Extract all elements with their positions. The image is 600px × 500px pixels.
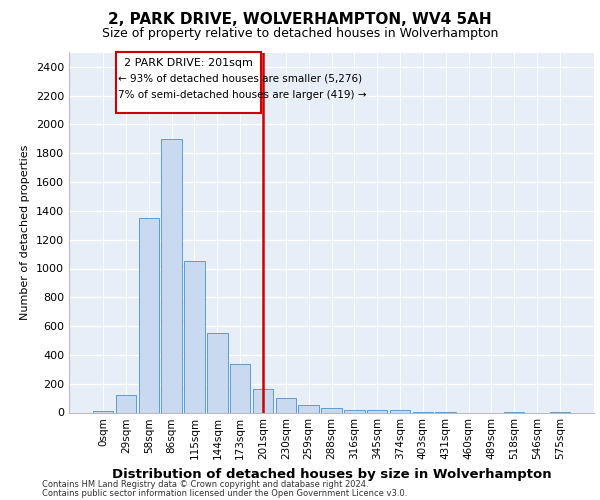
Bar xyxy=(93,411,113,412)
Text: Contains public sector information licensed under the Open Government Licence v3: Contains public sector information licen… xyxy=(42,488,407,498)
Text: 2, PARK DRIVE, WOLVERHAMPTON, WV4 5AH: 2, PARK DRIVE, WOLVERHAMPTON, WV4 5AH xyxy=(108,12,492,28)
Bar xyxy=(253,388,273,412)
Y-axis label: Number of detached properties: Number of detached properties xyxy=(20,145,31,320)
Bar xyxy=(321,408,342,412)
Bar xyxy=(207,334,227,412)
Bar xyxy=(161,139,182,412)
Bar xyxy=(184,262,205,412)
Text: 2 PARK DRIVE: 201sqm: 2 PARK DRIVE: 201sqm xyxy=(124,58,253,68)
Bar xyxy=(390,410,410,412)
Bar xyxy=(139,218,159,412)
Bar xyxy=(116,395,136,412)
Text: Size of property relative to detached houses in Wolverhampton: Size of property relative to detached ho… xyxy=(102,28,498,40)
Bar xyxy=(344,410,365,412)
Bar xyxy=(275,398,296,412)
Text: Contains HM Land Registry data © Crown copyright and database right 2024.: Contains HM Land Registry data © Crown c… xyxy=(42,480,368,489)
Bar xyxy=(298,404,319,412)
FancyBboxPatch shape xyxy=(116,52,261,113)
Text: ← 93% of detached houses are smaller (5,276): ← 93% of detached houses are smaller (5,… xyxy=(118,74,362,84)
Bar xyxy=(367,410,388,412)
X-axis label: Distribution of detached houses by size in Wolverhampton: Distribution of detached houses by size … xyxy=(112,468,551,481)
Bar xyxy=(230,364,250,412)
Text: 7% of semi-detached houses are larger (419) →: 7% of semi-detached houses are larger (4… xyxy=(118,90,367,100)
